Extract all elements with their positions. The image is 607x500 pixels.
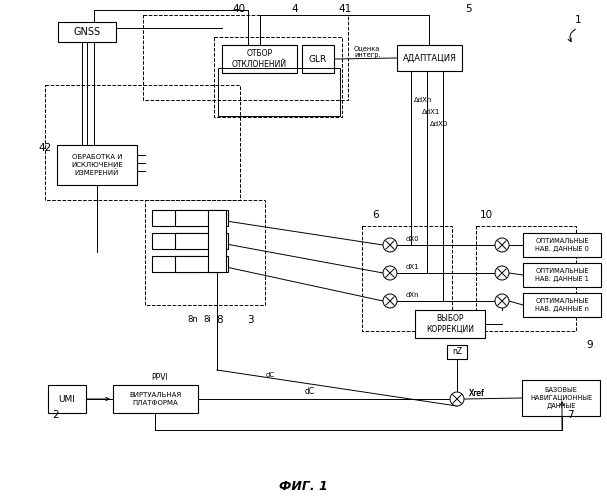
- Text: 2: 2: [53, 410, 59, 420]
- Text: Xref: Xref: [469, 390, 485, 398]
- Bar: [302, 45, 334, 73]
- Bar: [476, 226, 576, 331]
- Text: 9: 9: [587, 340, 593, 350]
- Text: dC: dC: [305, 388, 315, 396]
- Text: АДАПТАЦИЯ: АДАПТАЦИЯ: [402, 54, 456, 62]
- Text: ОПТИМАЛЬНЫЕ
НАВ. ДАННЫЕ 1: ОПТИМАЛЬНЫЕ НАВ. ДАННЫЕ 1: [535, 268, 589, 282]
- Text: 1: 1: [575, 15, 582, 25]
- Text: dC: dC: [265, 372, 274, 378]
- Text: ΔdX1: ΔdX1: [422, 109, 440, 115]
- Text: БАЗОВЫЕ
НАВИГАЦИОННЫЕ
ДАННЫЕ: БАЗОВЫЕ НАВИГАЦИОННЫЕ ДАННЫЕ: [530, 388, 592, 408]
- Bar: [58, 22, 116, 42]
- Text: ОТБОР
ОТКЛОНЕНИЙ: ОТБОР ОТКЛОНЕНИЙ: [232, 49, 287, 69]
- Bar: [152, 210, 200, 226]
- Text: 42: 42: [38, 143, 52, 153]
- Text: 7: 7: [567, 410, 574, 420]
- Text: dX1: dX1: [406, 264, 419, 270]
- Bar: [218, 68, 340, 116]
- Bar: [415, 310, 485, 338]
- Bar: [523, 293, 601, 317]
- Text: 10: 10: [480, 210, 492, 220]
- Text: 5: 5: [466, 4, 472, 14]
- Text: ОБРАБОТКА И
ИСКЛЮЧЕНИЕ
ИЗМЕРЕНИЙ: ОБРАБОТКА И ИСКЛЮЧЕНИЕ ИЗМЕРЕНИЙ: [71, 154, 123, 176]
- Bar: [175, 210, 228, 226]
- Bar: [48, 385, 86, 413]
- Bar: [522, 380, 600, 416]
- Bar: [175, 233, 228, 249]
- Circle shape: [383, 294, 397, 308]
- Circle shape: [383, 266, 397, 280]
- Text: ОПТИМАЛЬНЫЕ
НАВ. ДАННЫЕ 0: ОПТИМАЛЬНЫЕ НАВ. ДАННЫЕ 0: [535, 238, 589, 252]
- Bar: [152, 233, 200, 249]
- Text: 4: 4: [292, 4, 298, 14]
- Bar: [208, 210, 226, 272]
- Bar: [152, 256, 200, 272]
- Text: 3: 3: [246, 315, 253, 325]
- Bar: [175, 256, 228, 272]
- Bar: [397, 45, 462, 71]
- Text: PPVI: PPVI: [152, 374, 168, 382]
- Circle shape: [495, 238, 509, 252]
- Bar: [447, 345, 467, 359]
- Bar: [57, 145, 137, 185]
- Text: 40: 40: [232, 4, 246, 14]
- Text: ФИГ. 1: ФИГ. 1: [279, 480, 327, 494]
- Circle shape: [495, 294, 509, 308]
- Text: ΔdXn: ΔdXn: [414, 97, 432, 103]
- Bar: [362, 226, 452, 331]
- Bar: [523, 233, 601, 257]
- Text: 41: 41: [338, 4, 351, 14]
- Text: nZ: nZ: [452, 348, 462, 356]
- Text: 8i: 8i: [203, 316, 211, 324]
- Circle shape: [450, 392, 464, 406]
- Text: 8: 8: [217, 315, 223, 325]
- Text: dXn: dXn: [406, 292, 419, 298]
- Text: GLR: GLR: [309, 54, 327, 64]
- Bar: [214, 37, 342, 117]
- Text: ОПТИМАЛЬНЫЕ
НАВ. ДАННЫЕ n: ОПТИМАЛЬНЫЕ НАВ. ДАННЫЕ n: [535, 298, 589, 312]
- Circle shape: [495, 266, 509, 280]
- Bar: [113, 385, 198, 413]
- Text: 6: 6: [373, 210, 379, 220]
- Text: ВЫБОР
КОРРЕКЦИИ: ВЫБОР КОРРЕКЦИИ: [426, 314, 474, 334]
- Bar: [45, 85, 240, 200]
- Text: UMI: UMI: [58, 394, 75, 404]
- Text: 8n: 8n: [188, 316, 198, 324]
- Text: ΔdX0: ΔdX0: [430, 121, 449, 127]
- Bar: [523, 263, 601, 287]
- Text: GNSS: GNSS: [73, 27, 101, 37]
- Text: dX0: dX0: [406, 236, 419, 242]
- Circle shape: [383, 238, 397, 252]
- Text: Xref: Xref: [469, 390, 485, 398]
- Bar: [222, 45, 297, 73]
- Bar: [145, 200, 265, 305]
- Bar: [143, 15, 348, 100]
- Text: ВИРТУАЛЬНАЯ
ПЛАТФОРМА: ВИРТУАЛЬНАЯ ПЛАТФОРМА: [129, 392, 181, 406]
- Text: Оценка
интегр.: Оценка интегр.: [354, 46, 381, 59]
